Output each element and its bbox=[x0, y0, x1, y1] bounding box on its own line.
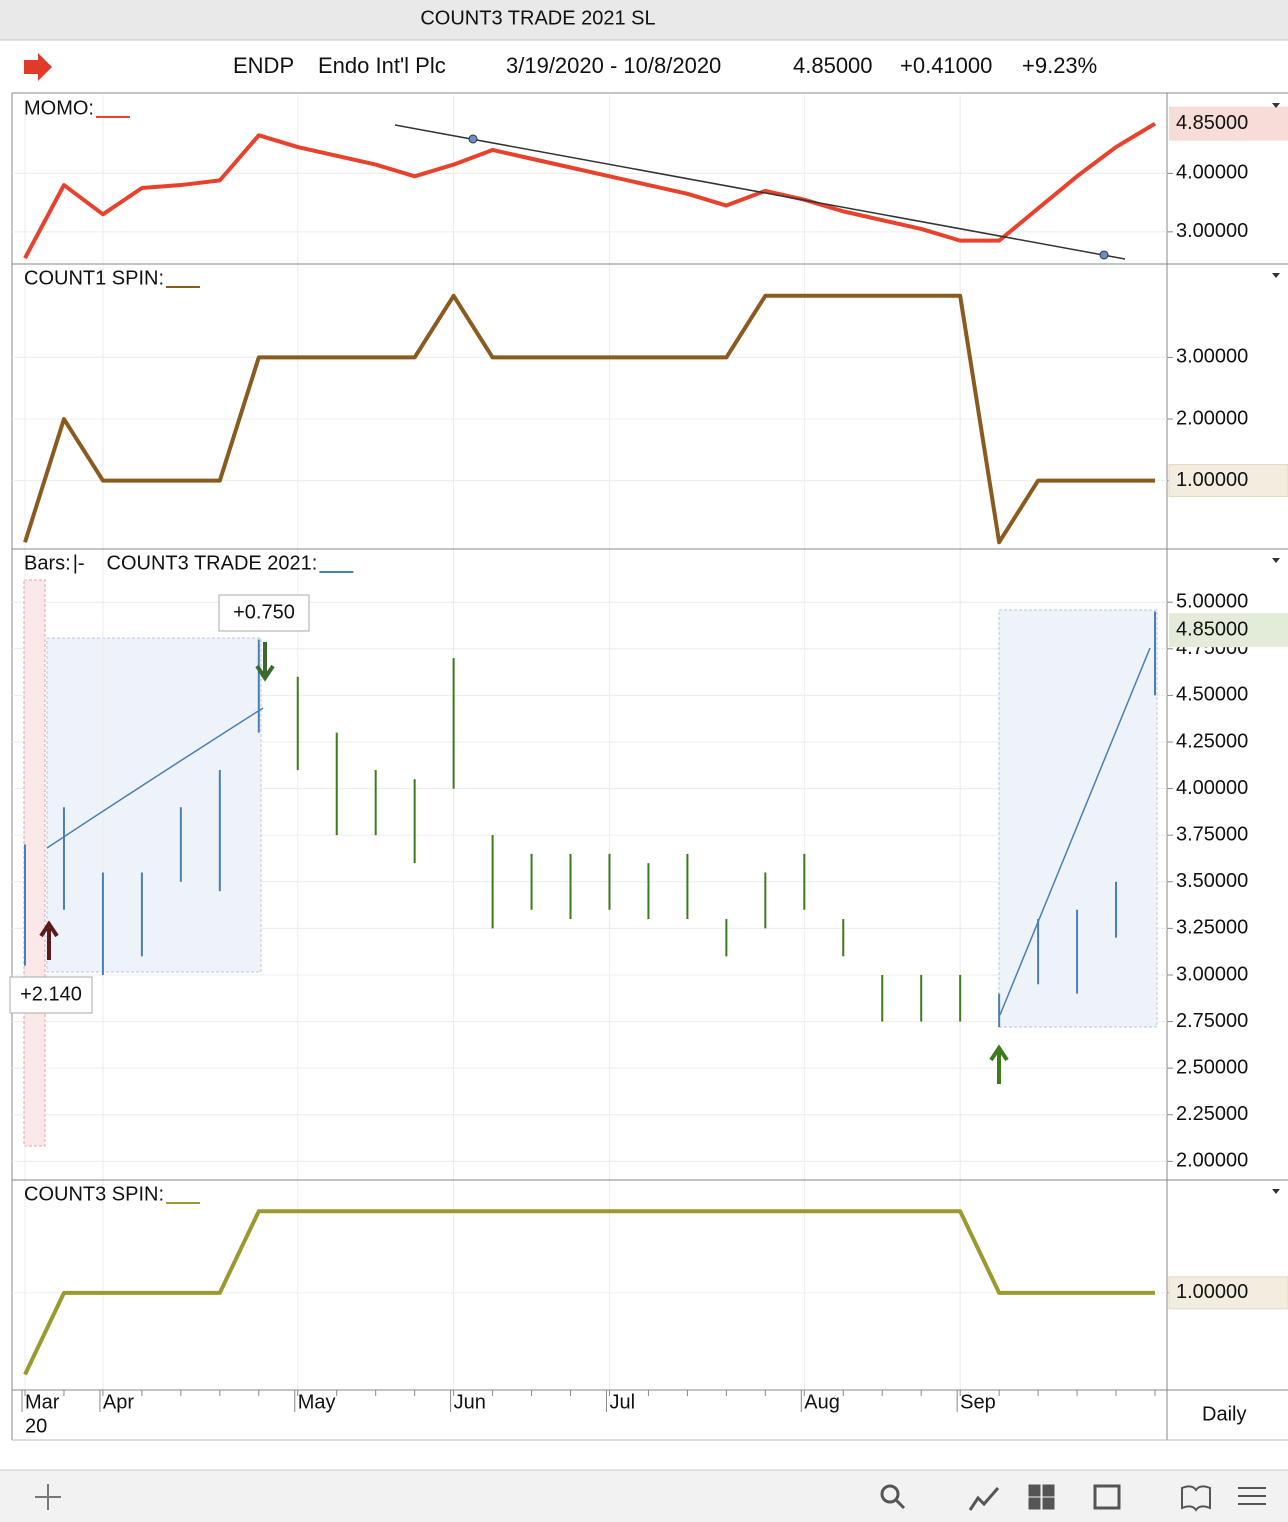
y-tick-label: 4.00000 bbox=[1176, 162, 1248, 184]
series-line bbox=[23, 1209, 1155, 1376]
panel-title: MOMO: bbox=[24, 97, 94, 119]
window-title: COUNT3 TRADE 2021 SL bbox=[420, 7, 655, 29]
x-tick-label: Jul bbox=[609, 1391, 635, 1413]
series-line bbox=[23, 121, 1157, 260]
grid-icon[interactable] bbox=[1028, 1484, 1055, 1510]
x-tick-label: Sep bbox=[960, 1391, 996, 1413]
dropdown bbox=[1272, 103, 1280, 108]
chart-icon[interactable] bbox=[968, 1487, 1000, 1511]
percent-change: +9.23% bbox=[1022, 53, 1097, 78]
toolbar bbox=[0, 1470, 1288, 1522]
price-change: +0.41000 bbox=[900, 53, 992, 78]
entry-arrow bbox=[39, 920, 59, 960]
search-icon[interactable] bbox=[880, 1484, 900, 1504]
annotation-box bbox=[9, 976, 93, 1014]
last-value-label: 4.85000 bbox=[1176, 618, 1248, 640]
dropdown bbox=[1272, 558, 1280, 563]
search-icon[interactable] bbox=[894, 1498, 906, 1510]
trend-line bbox=[999, 647, 1151, 1016]
x-tick-label: Mar bbox=[25, 1391, 60, 1413]
symbol: ENDP bbox=[233, 53, 294, 78]
x-tick-label: May bbox=[298, 1391, 336, 1413]
book-icon[interactable] bbox=[1181, 1485, 1211, 1512]
last-value-box bbox=[1169, 613, 1288, 648]
timeframe[interactable]: Daily bbox=[1202, 1403, 1246, 1425]
bar-symbol: |- bbox=[73, 552, 85, 574]
y-tick-label: 5.00000 bbox=[1176, 590, 1248, 612]
layout-icon[interactable] bbox=[1093, 1484, 1121, 1510]
y-tick-label: 4.50000 bbox=[1176, 684, 1248, 706]
dropdown bbox=[1272, 273, 1280, 278]
dropdown bbox=[1272, 1189, 1280, 1194]
y-tick-label: 2.00000 bbox=[1176, 407, 1248, 429]
last-price: 4.85000 bbox=[793, 53, 873, 78]
value-highlight bbox=[1168, 1276, 1288, 1310]
annotation: +0.750 bbox=[233, 601, 295, 623]
series-line bbox=[23, 293, 1155, 545]
last-value-box bbox=[1169, 106, 1288, 141]
y-tick-label: 4.25000 bbox=[1176, 730, 1248, 752]
y-tick-label: 3.00000 bbox=[1176, 346, 1248, 368]
y-tick-label: 2.75000 bbox=[1176, 1010, 1248, 1032]
trend-anchor bbox=[1099, 250, 1109, 260]
y-tick-label: 3.50000 bbox=[1176, 870, 1248, 892]
legend-prefix: Bars: bbox=[24, 552, 71, 574]
trade-zone bbox=[46, 637, 262, 973]
add-button[interactable] bbox=[35, 1484, 61, 1510]
panel-title: COUNT3 TRADE 2021: bbox=[107, 552, 318, 574]
panel-title: COUNT3 SPIN: bbox=[24, 1183, 164, 1205]
annotation: +2.140 bbox=[20, 983, 82, 1005]
y-tick-label: 1.00000 bbox=[1176, 1281, 1248, 1303]
nav-arrow[interactable] bbox=[24, 53, 52, 81]
y-tick-label: 3.25000 bbox=[1176, 917, 1248, 939]
toolbar-icons bbox=[880, 1484, 1266, 1512]
company-name: Endo Int'l Plc bbox=[318, 53, 446, 78]
x-tick-label: Jun bbox=[454, 1391, 486, 1413]
exit-arrow bbox=[255, 642, 275, 682]
date-range: 3/19/2020 - 10/8/2020 bbox=[506, 53, 721, 78]
x-tick-label: Apr bbox=[103, 1391, 134, 1413]
y-tick-label: 3.75000 bbox=[1176, 823, 1248, 845]
y-tick-label: 2.25000 bbox=[1176, 1103, 1248, 1125]
y-tick-label: 3.00000 bbox=[1176, 220, 1248, 242]
panel-title: COUNT1 SPIN: bbox=[24, 267, 164, 289]
trend-line bbox=[46, 707, 264, 849]
trade-zone bbox=[23, 579, 46, 1147]
title-bar bbox=[0, 0, 1288, 40]
y-tick-label: 2.50000 bbox=[1176, 1056, 1248, 1078]
last-value-label: 4.85000 bbox=[1176, 112, 1248, 134]
menu-icon[interactable] bbox=[1238, 1487, 1266, 1505]
entry-arrow bbox=[989, 1044, 1009, 1084]
y-tick-label: 3.00000 bbox=[1176, 963, 1248, 985]
trend-anchor bbox=[468, 134, 478, 144]
annotation-box bbox=[218, 594, 310, 632]
x-tick-label: Aug bbox=[804, 1391, 840, 1413]
x-sublabel: 20 bbox=[25, 1415, 47, 1437]
trend-line bbox=[394, 124, 1126, 260]
value-highlight bbox=[1168, 464, 1288, 498]
y-tick-label: 4.00000 bbox=[1176, 777, 1248, 799]
y-tick-label: 1.00000 bbox=[1176, 469, 1248, 491]
y-tick-label: 2.00000 bbox=[1176, 1150, 1248, 1172]
